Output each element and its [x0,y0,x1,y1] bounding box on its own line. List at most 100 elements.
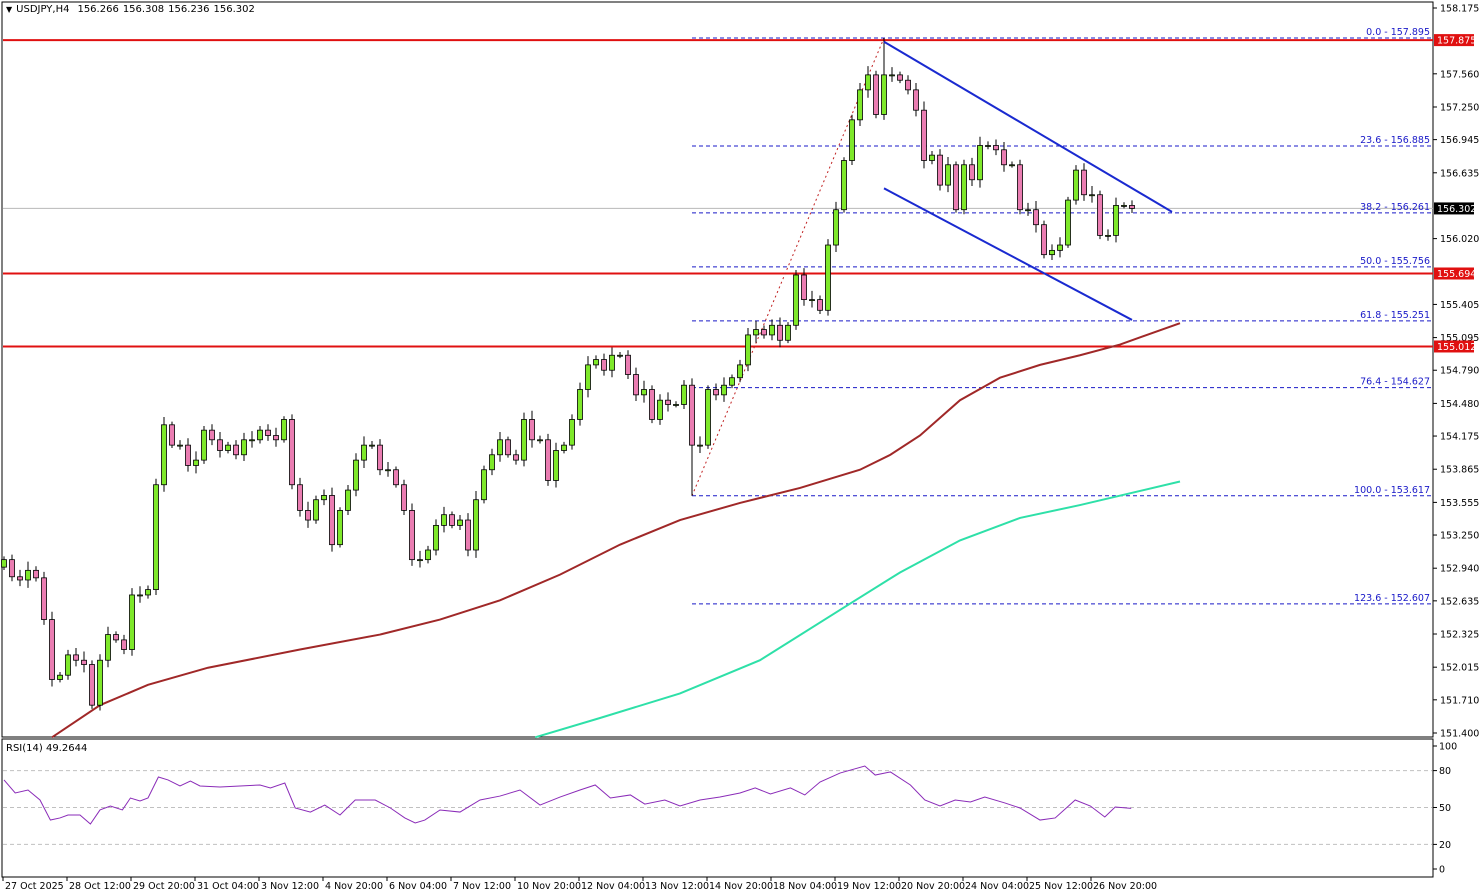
bearish-candle [545,439,551,481]
bearish-candle [185,444,191,466]
bearish-candle [625,354,631,375]
bullish-candle [785,324,791,341]
price-tick-label: 151.710 [1440,695,1479,706]
horizontal-levels [3,39,1433,348]
bullish-candle [433,524,439,551]
bullish-candle [369,444,375,447]
bearish-candle [665,399,671,405]
bullish-candle [681,384,687,405]
triangle-down-icon[interactable]: ▼ [6,5,13,14]
bullish-candle [753,329,759,336]
time-axis[interactable]: 27 Oct 2025 28 Oct 12:00 29 Oct 20:00 31 Oc… [2,877,1157,892]
bullish-candle [425,549,431,561]
bearish-candle [209,429,215,441]
price-badge-label: 155.694 [1437,269,1476,280]
bearish-candle [81,659,87,665]
bullish-candle [745,334,751,366]
bullish-candle [521,419,527,461]
bullish-candle [241,439,247,456]
bearish-candle [913,89,919,111]
bearish-candle [1129,205,1135,209]
bearish-candle [601,359,607,371]
bullish-candle [857,89,863,121]
rsi-tick-label: 0 [1439,865,1445,876]
ohlc-close: 156.302 [213,4,255,15]
bullish-candle [561,444,567,451]
price-tick-label: 153.250 [1440,531,1479,542]
bearish-candle [121,639,127,650]
bullish-candle [769,324,775,336]
bullish-candle [417,559,423,562]
price-tick-label: 154.480 [1440,399,1479,410]
bullish-candle [225,444,231,451]
bearish-candle [49,619,55,680]
price-tick-label: 156.635 [1440,168,1479,179]
current-price-badge [1434,202,1474,215]
fib-level-label: 23.6 - 156.885 [1360,135,1430,146]
price-axis[interactable]: 100 80 50 20 0 158.175 157.875 157.560 157.250 15… [1433,4,1479,876]
bullish-candle [65,654,71,676]
price-tick-label: 152.940 [1440,564,1479,575]
bullish-candle [697,444,703,447]
bullish-candle [1073,169,1079,201]
bullish-candle [537,439,543,442]
bullish-candle [833,209,839,246]
bearish-candle [113,634,119,641]
bearish-candle [937,154,943,186]
bullish-candle [353,459,359,491]
time-tick-label: 12 Nov 04:00 [581,881,645,892]
bullish-candle [1009,164,1015,167]
bullish-candle [137,594,143,597]
bearish-candle [921,109,927,161]
price-tick-label: 157.560 [1440,69,1479,80]
bullish-candle [489,454,495,471]
bearish-candle [305,510,311,521]
time-tick-label: 6 Nov 04:00 [389,881,447,892]
bearish-candle [633,374,639,396]
level-price-badge [1434,267,1474,280]
bearish-candle [273,435,279,441]
rsi-tick-label: 20 [1439,840,1451,851]
price-tick-label: 155.405 [1440,300,1479,311]
price-tick-label: 156.945 [1440,135,1479,146]
bearish-candle [713,389,719,396]
rsi-line [3,765,1132,825]
bullish-candle [361,444,367,461]
moving-average-slow [51,322,1181,739]
bullish-candle [849,119,855,161]
bearish-candle [265,429,271,436]
bullish-candle [97,659,103,706]
bullish-candle [345,489,351,511]
ohlc-open: 156.266 [77,4,119,15]
price-tick-label: 156.020 [1440,234,1479,245]
bullish-candle [473,499,479,551]
moving-average-fast [534,480,1181,739]
rsi-tick-label: 100 [1439,742,1457,753]
bearish-candle [393,469,399,486]
bearish-candle [1001,149,1007,166]
bearish-candle [1097,194,1103,236]
time-tick-label: 26 Nov 20:00 [1093,881,1157,892]
fib-level-label: 61.8 - 155.251 [1360,310,1430,321]
bearish-candle [1033,209,1039,226]
bullish-candle [729,377,735,386]
bullish-candle [321,495,327,501]
bearish-candle [505,439,511,456]
candles [1,37,1135,711]
bullish-candle [673,404,679,406]
fib-level-label: 123.6 - 152.607 [1354,593,1430,604]
fibonacci-retracement[interactable]: 0.0 - 157.895 23.6 - 156.885 38.2 - 156.26… [691,27,1432,605]
ohlc-high: 156.308 [122,4,165,15]
bullish-candle [705,389,711,446]
fib-level-label: 100.0 - 153.617 [1354,485,1430,496]
bearish-candle [289,419,295,486]
bearish-candle [689,384,695,446]
bullish-candle [1,559,7,568]
channel-lines[interactable] [883,40,1173,321]
bearish-candle [993,145,999,151]
time-tick-label: 28 Oct 12:00 [69,881,131,892]
bearish-candle [41,577,47,620]
price-badge-label: 156.302 [1437,204,1476,215]
bullish-candle [793,274,799,326]
